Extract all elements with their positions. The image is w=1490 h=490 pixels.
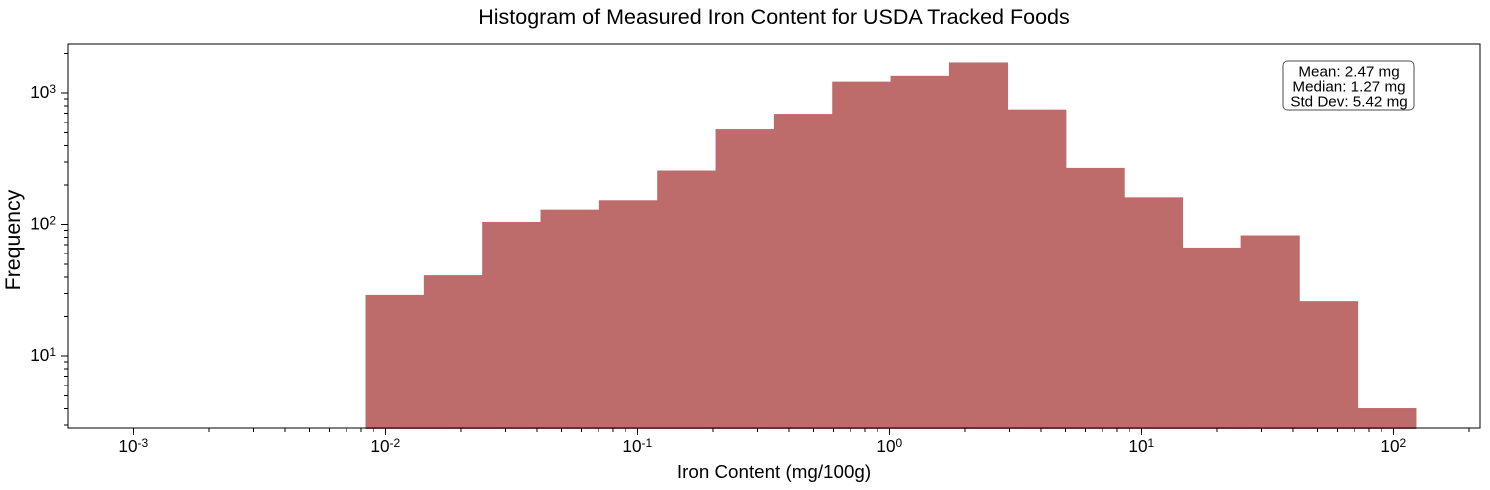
- svg-text:Iron Content (mg/100g): Iron Content (mg/100g): [677, 461, 871, 482]
- svg-text:Frequency: Frequency: [1, 189, 25, 290]
- svg-text:Std Dev: 5.42 mg: Std Dev: 5.42 mg: [1290, 94, 1407, 111]
- svg-text:Histogram of Measured Iron Con: Histogram of Measured Iron Content for U…: [478, 5, 1070, 29]
